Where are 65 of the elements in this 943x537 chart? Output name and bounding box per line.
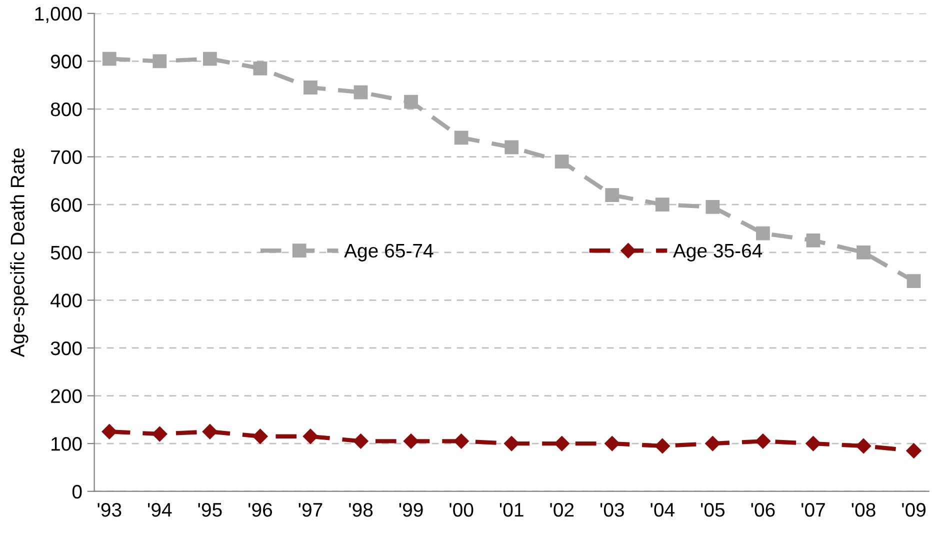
point [504, 436, 520, 452]
point [102, 52, 116, 66]
point [806, 436, 821, 452]
x-tick-label: '08 [852, 502, 876, 517]
point [504, 140, 519, 154]
x-tick-label: '03 [600, 502, 624, 517]
y-axis-title: Age-specific Death Rate [10, 148, 28, 358]
point [202, 424, 218, 440]
point [353, 434, 368, 449]
point [152, 426, 168, 442]
point [604, 436, 620, 452]
point [454, 130, 468, 145]
x-tick-label: '04 [650, 502, 675, 517]
y-tick-label: 300 [50, 341, 82, 356]
point [655, 198, 670, 212]
y-tick-label: 900 [50, 54, 82, 68]
x-tick-label: '97 [298, 502, 322, 517]
x-tick-label: '96 [248, 502, 272, 517]
y-tick-label: 600 [51, 198, 82, 212]
point [654, 438, 670, 454]
point [706, 200, 720, 214]
x-tick-label: '95 [198, 502, 222, 517]
point [354, 85, 368, 100]
point [756, 226, 770, 240]
point [403, 434, 419, 449]
point [906, 443, 922, 458]
y-tick-label: 1,000 [35, 6, 82, 23]
point [856, 438, 872, 454]
legend-label: Age 65-74 [344, 244, 434, 262]
x-tick-label: '05 [700, 502, 725, 517]
point [554, 436, 570, 452]
point [705, 436, 720, 452]
point [102, 424, 117, 440]
x-tick-label: '00 [450, 502, 474, 517]
y-tick-label: 0 [72, 484, 82, 499]
point [202, 52, 217, 66]
point [554, 154, 569, 169]
point [152, 54, 167, 68]
point [304, 80, 318, 94]
y-tick-label: 500 [50, 246, 82, 260]
x-tick-label: '07 [802, 502, 825, 517]
x-tick-label: '06 [751, 502, 775, 517]
y-tick-label: 200 [51, 389, 82, 404]
point [906, 274, 921, 288]
point [806, 233, 820, 248]
legend-label: Age 35-64 [673, 244, 762, 262]
x-tick-label: '09 [902, 502, 926, 517]
point [404, 94, 418, 109]
x-tick-label: '98 [349, 502, 373, 517]
y-tick-label: 400 [50, 294, 82, 308]
point [605, 188, 620, 202]
point [252, 428, 268, 444]
x-tick-label: '02 [550, 502, 574, 517]
y-tick-label: 100 [52, 437, 82, 451]
y-tick-label: 700 [51, 150, 82, 164]
x-tick-label: '01 [500, 502, 524, 517]
point [302, 428, 318, 444]
point [755, 434, 771, 449]
x-tick-label: '99 [399, 502, 423, 517]
y-tick-label: 800 [50, 102, 82, 116]
point [856, 245, 870, 260]
x-tick-label: '94 [148, 502, 172, 517]
point [454, 434, 469, 449]
x-tick-label: '93 [98, 502, 122, 517]
point [253, 61, 268, 76]
